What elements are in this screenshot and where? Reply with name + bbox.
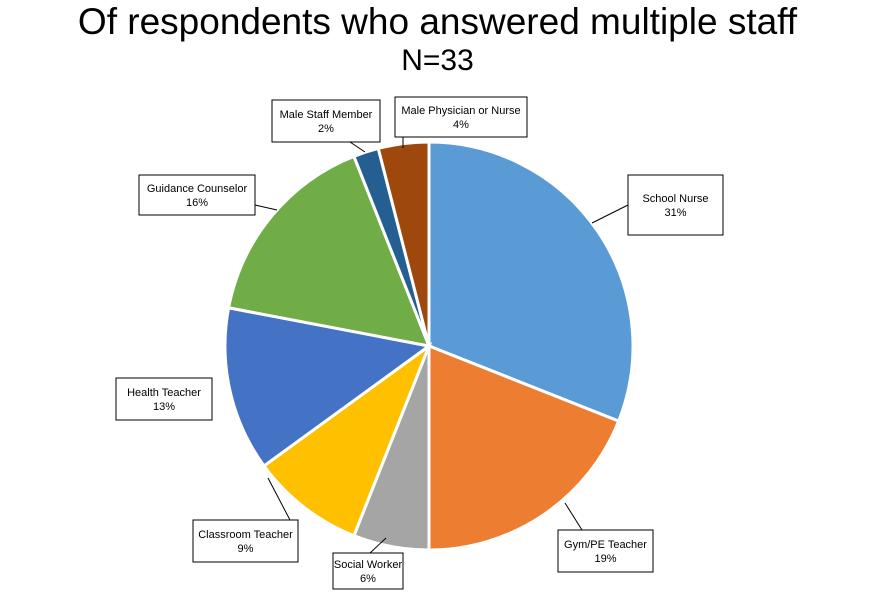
data-label-category: Health Teacher <box>127 387 201 399</box>
data-label-percent: 19% <box>594 553 616 565</box>
data-label: Classroom Teacher 9% <box>192 519 299 563</box>
leader-line <box>254 204 278 211</box>
data-label-percent: 16% <box>186 197 208 209</box>
data-label-percent: 9% <box>238 543 254 555</box>
pie-slice-health-teacher <box>223 306 433 469</box>
leader-line <box>591 204 629 224</box>
data-label-percent: 4% <box>453 119 469 131</box>
leader-line <box>267 477 291 521</box>
data-label-box <box>138 174 256 216</box>
data-label: Gym/PE Teacher 19% <box>557 529 654 573</box>
data-label-category: School Nurse <box>642 193 708 205</box>
data-label-category: Social Worker <box>334 559 403 571</box>
data-label: Health Teacher 13% <box>115 377 213 421</box>
leader-line <box>349 141 366 153</box>
data-label-box <box>271 99 381 143</box>
data-label: Guidance Counselor 16% <box>138 174 256 216</box>
data-label-percent: 31% <box>664 207 686 219</box>
chart-title: Of respondents who answered multiple sta… <box>77 1 798 42</box>
leader-line <box>369 537 387 554</box>
data-label-box <box>557 529 654 573</box>
data-label-percent: 13% <box>153 401 175 413</box>
data-labels: School Nurse 31% Gym/PE Teacher 19% Social W… <box>115 96 724 590</box>
data-label: Male Staff Member 2% <box>271 99 381 143</box>
data-label-box <box>192 519 299 563</box>
data-label-box <box>115 377 213 421</box>
data-label-category: Male Staff Member <box>280 109 373 121</box>
data-label-category: Male Physician or Nurse <box>401 105 520 117</box>
data-label-percent: 2% <box>318 123 334 135</box>
data-label-percent: 6% <box>360 573 376 585</box>
pie-slices <box>223 140 635 552</box>
pie-slice-guidance-counselor <box>226 154 432 348</box>
leader-lines <box>254 137 629 554</box>
data-label-box <box>332 552 404 590</box>
pie-slice-school-nurse <box>427 140 635 424</box>
data-label: Male Physician or Nurse 4% <box>394 96 528 138</box>
chart-subtitle: N=33 <box>401 44 474 77</box>
data-label: School Nurse 31% <box>627 174 724 236</box>
data-label: Social Worker 6% <box>332 552 404 590</box>
pie-slice-gym-pe-teacher <box>427 343 621 552</box>
data-label-box <box>394 96 528 138</box>
data-label-category: Guidance Counselor <box>147 183 248 195</box>
data-label-category: Classroom Teacher <box>198 529 293 541</box>
data-label-box <box>627 174 724 236</box>
pie-slice-classroom-teacher <box>261 341 433 538</box>
leader-line <box>564 502 583 531</box>
data-label-category: Gym/PE Teacher <box>564 539 647 551</box>
